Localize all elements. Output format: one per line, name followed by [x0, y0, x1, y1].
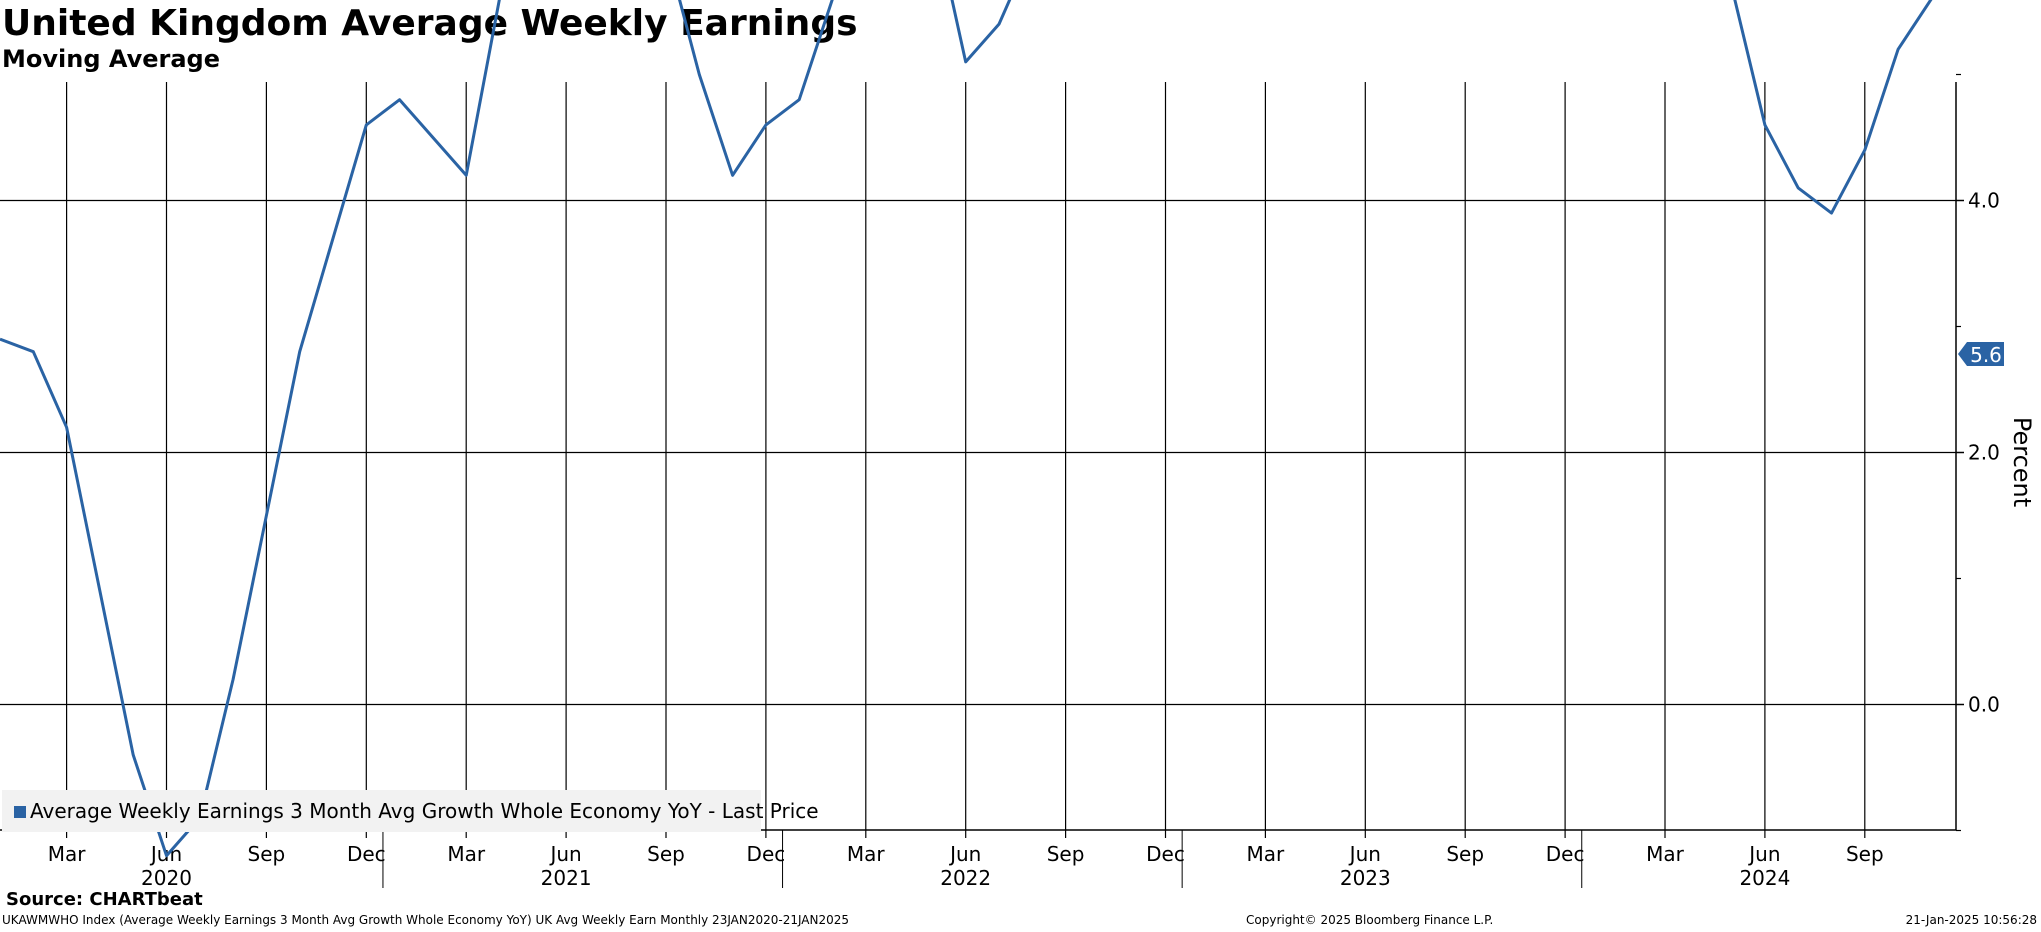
footer-description: UKAWMWHO Index (Average Weekly Earnings … — [2, 913, 850, 927]
y-tick-label: 4.0 — [1968, 189, 2000, 213]
y-tick-label: 2.0 — [1968, 441, 2000, 465]
source-note: Source: CHARTbeat — [6, 889, 203, 910]
x-month-label: Sep — [647, 842, 685, 866]
x-axis: Mar Jun Sep Dec Mar Jun Sep Dec Mar Jun Sep Dec Mar J… — [48, 830, 1884, 890]
legend-label: Average Weekly Earnings 3 Month Avg Grow… — [30, 799, 819, 823]
x-year-label: 2024 — [1739, 866, 1790, 890]
vertical-gridlines — [65, 82, 1866, 830]
chart-title: United Kingdom Average Weekly Earnings — [2, 3, 858, 44]
x-month-label: Dec — [347, 842, 386, 866]
x-year-label: 2021 — [541, 866, 592, 890]
x-year-label: 2020 — [141, 866, 192, 890]
x-month-label: Mar — [1247, 842, 1286, 866]
x-month-label: Sep — [1047, 842, 1085, 866]
y-axis-label: Percent — [2008, 417, 2036, 507]
x-month-label: Sep — [248, 842, 286, 866]
x-month-label: Mar — [847, 842, 886, 866]
x-month-label: Dec — [1146, 842, 1185, 866]
last-value-marker: 5.6 — [1958, 342, 2004, 367]
last-value-label: 5.6 — [1970, 343, 2002, 367]
x-month-label: Jun — [1747, 842, 1780, 866]
last-value-badge — [1958, 342, 2004, 366]
x-month-label: Dec — [747, 842, 786, 866]
footer-copyright: Copyright© 2025 Bloomberg Finance L.P. — [1246, 913, 1494, 927]
y-axis-ticks: 8.06.04.02.00.0-2.0 — [1956, 73, 2000, 832]
y-tick-label: 0.0 — [1968, 693, 2000, 717]
x-month-label: Mar — [48, 842, 87, 866]
x-month-label: Jun — [1348, 842, 1381, 866]
x-month-label: Mar — [1646, 842, 1685, 866]
x-month-label: Sep — [1446, 842, 1484, 866]
series-line — [0, 0, 1933, 858]
chart-subtitle: Moving Average — [2, 45, 220, 73]
horizontal-gridlines — [0, 199, 1956, 706]
x-month-label: Jun — [948, 842, 981, 866]
footer-timestamp: 21-Jan-2025 10:56:28 — [1905, 913, 2037, 927]
x-month-label: Sep — [1846, 842, 1884, 866]
legend-swatch — [14, 806, 26, 818]
x-month-label: Jun — [548, 842, 581, 866]
legend: Average Weekly Earnings 3 Month Avg Grow… — [2, 790, 819, 832]
x-year-label: 2022 — [940, 866, 991, 890]
x-month-label: Mar — [447, 842, 486, 866]
x-year-label: 2023 — [1340, 866, 1391, 890]
x-month-label: Dec — [1546, 842, 1585, 866]
